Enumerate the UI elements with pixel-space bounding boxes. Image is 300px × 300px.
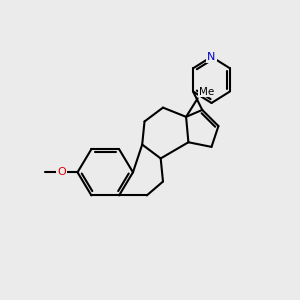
- Text: O: O: [57, 167, 66, 177]
- Text: Me: Me: [199, 86, 214, 97]
- Text: N: N: [207, 52, 216, 62]
